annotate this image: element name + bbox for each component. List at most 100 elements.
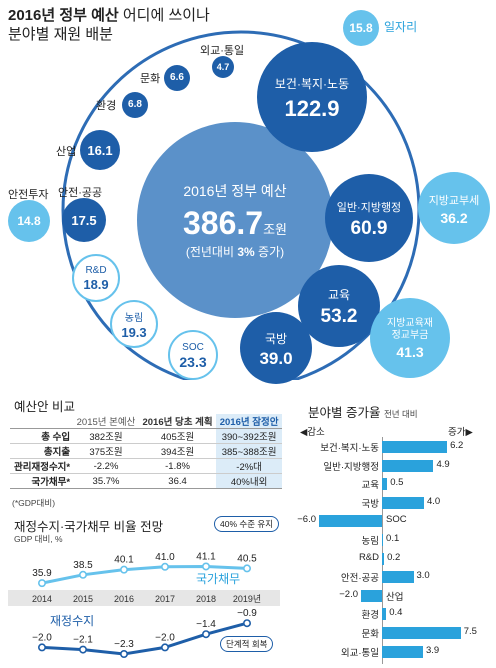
- bubble-soc: SOC 23.3: [168, 330, 218, 380]
- compare-table: 2015년 본예산 2016년 당초 계획 2016년 잠정안 총 수입 382…: [10, 414, 282, 489]
- growth-category-label: 교육: [361, 480, 379, 492]
- growth-category-label: 문화: [361, 629, 379, 640]
- outlook-chart: 2014 2015 2016 2017 2018 2019년 35.9 38.5 40.1 41.…: [8, 551, 280, 659]
- bubble-industry: 16.1: [80, 130, 120, 170]
- growth-category-label: 일반·지방행정: [323, 461, 379, 473]
- debt-value-label: 38.5: [73, 560, 93, 571]
- bubble-safety-investment: 14.8: [8, 200, 50, 242]
- growth-bar: [361, 589, 382, 602]
- table-row: 국가채무* 35.7% 36.4 40%내외: [10, 473, 282, 489]
- growth-right-label: 증가▶: [448, 427, 473, 438]
- debt-point: [37, 579, 46, 588]
- balance-point: [161, 643, 170, 652]
- label-debt: 국가채무: [196, 572, 241, 586]
- bubble-education: 교육 53.2: [298, 265, 380, 347]
- balance-value-label: −2.0: [32, 632, 52, 643]
- bubble-rnd: R&D 18.9: [72, 254, 120, 302]
- growth-bar: [382, 478, 388, 491]
- growth-bar: [382, 496, 424, 509]
- balance-value-label: −0.9: [237, 608, 257, 619]
- debt-line: [41, 564, 248, 585]
- table-row: 총 수입 382조원 405조원 390~392조원: [10, 428, 282, 444]
- balance-point: [79, 645, 88, 654]
- header-line2: 분야별 재원 배분: [8, 26, 113, 43]
- growth-left-label: ◀감소: [300, 427, 325, 438]
- balance-value-label: −2.0: [155, 632, 175, 643]
- balance-point: [243, 619, 252, 628]
- growth-value-label: 3.0: [416, 570, 430, 582]
- balance-line: [41, 621, 248, 656]
- growth-value-label: 3.9: [425, 644, 440, 656]
- table-row: 관리재정수지* -2.2% -1.8% -2%대: [10, 458, 282, 474]
- growth-value-label: 7.5: [463, 626, 477, 637]
- x-tick-label: 2017: [155, 594, 175, 604]
- growth-value-label: −6.0: [297, 514, 316, 526]
- label-industry: 산업: [56, 146, 77, 158]
- debt-point: [161, 562, 170, 571]
- bubble-jobs: 15.8: [343, 10, 379, 46]
- growth-value-label: 0.2: [387, 551, 401, 563]
- label-environment: 환경: [96, 100, 117, 112]
- growth-bar: [382, 645, 423, 658]
- bubble-local-grant: 지방교부세 36.2: [418, 172, 490, 244]
- table-row: 총지출 375조원 394조원 385~388조원: [10, 443, 282, 459]
- x-tick-label: 2015: [73, 594, 93, 604]
- growth-category-label: 안전·공공: [340, 573, 379, 585]
- total-bubble: 2016년 정부 예산 386.7조원 (전년대비 3% 증가): [137, 122, 333, 318]
- growth-value-label: 6.2: [450, 440, 464, 451]
- debt-value-label: 41.1: [196, 551, 216, 562]
- debt-point: [243, 564, 252, 573]
- growth-category-label: 외교·통일: [340, 647, 379, 659]
- growth-title: 분야별 증가율 전년 대비: [308, 406, 418, 420]
- compare-title: 예산안 비교: [14, 400, 75, 414]
- outlook-unit: GDP 대비, %: [14, 534, 63, 544]
- table-header-row: 2015년 본예산 2016년 당초 계획 2016년 잠정안: [10, 414, 282, 429]
- debt-point: [79, 570, 88, 579]
- growth-value-label: 0.4: [389, 607, 403, 619]
- year-band: [8, 590, 280, 606]
- growth-value-label: 0.5: [390, 477, 404, 489]
- growth-value-label: 4.9: [436, 458, 450, 470]
- growth-category-label: 보건·복지·노동: [320, 443, 379, 454]
- total-amount: 386.7조원: [183, 204, 287, 241]
- x-tick-label: 2019년: [233, 594, 261, 604]
- growth-bar: [382, 552, 385, 565]
- zero-line: [382, 437, 383, 665]
- growth-category-label: 농림: [361, 536, 379, 547]
- callout-recovery: 단계적 회복: [220, 636, 274, 652]
- growth-category-label: 국방: [361, 498, 379, 510]
- balance-point: [202, 630, 211, 639]
- growth-bar: [319, 515, 382, 528]
- label-safety-investment: 안전투자: [8, 189, 49, 201]
- total-sub: (전년대비 3% 증가): [185, 244, 285, 259]
- debt-value-label: 40.1: [114, 555, 134, 566]
- balance-point: [37, 643, 46, 652]
- debt-point: [120, 565, 129, 574]
- bubble-foreign-unification: 4.7: [212, 56, 234, 78]
- outlook-title: 재정수지·국가채무 비율 전망: [14, 520, 164, 534]
- growth-bar: [382, 608, 387, 621]
- balance-value-label: −1.4: [196, 619, 216, 630]
- label-balance: 재정수지: [50, 614, 95, 628]
- compare-note: (*GDP대비): [12, 498, 56, 508]
- label-jobs: 일자리: [384, 20, 418, 34]
- x-tick-label: 2016: [114, 594, 134, 604]
- bubble-culture: 6.6: [164, 65, 190, 91]
- bubble-health-welfare: 보건·복지·노동 122.9: [257, 42, 367, 152]
- balance-point: [120, 650, 129, 659]
- balance-value-label: −2.1: [73, 635, 93, 646]
- debt-value-label: 35.9: [32, 568, 52, 579]
- label-foreign-unification: 외교·통일: [200, 45, 245, 57]
- growth-bar: [382, 459, 434, 472]
- callout-maintain: 40% 수준 유지: [214, 516, 280, 532]
- bubble-local-education-grant: 지방교육재정교부금 41.3: [370, 298, 450, 378]
- bubble-safety-public: 17.5: [62, 198, 106, 242]
- x-tick-label: 2014: [32, 594, 52, 604]
- growth-category-label: R&D: [358, 551, 379, 563]
- header: 2016년 정부 예산 어디에 쓰이나 분야별 재원 배분: [8, 6, 210, 44]
- label-safety-public: 안전·공공: [58, 187, 103, 199]
- growth-bar: [382, 441, 448, 453]
- debt-value-label: 41.0: [155, 552, 175, 563]
- growth-value-label: 4.0: [427, 495, 441, 507]
- label-culture: 문화: [140, 73, 161, 85]
